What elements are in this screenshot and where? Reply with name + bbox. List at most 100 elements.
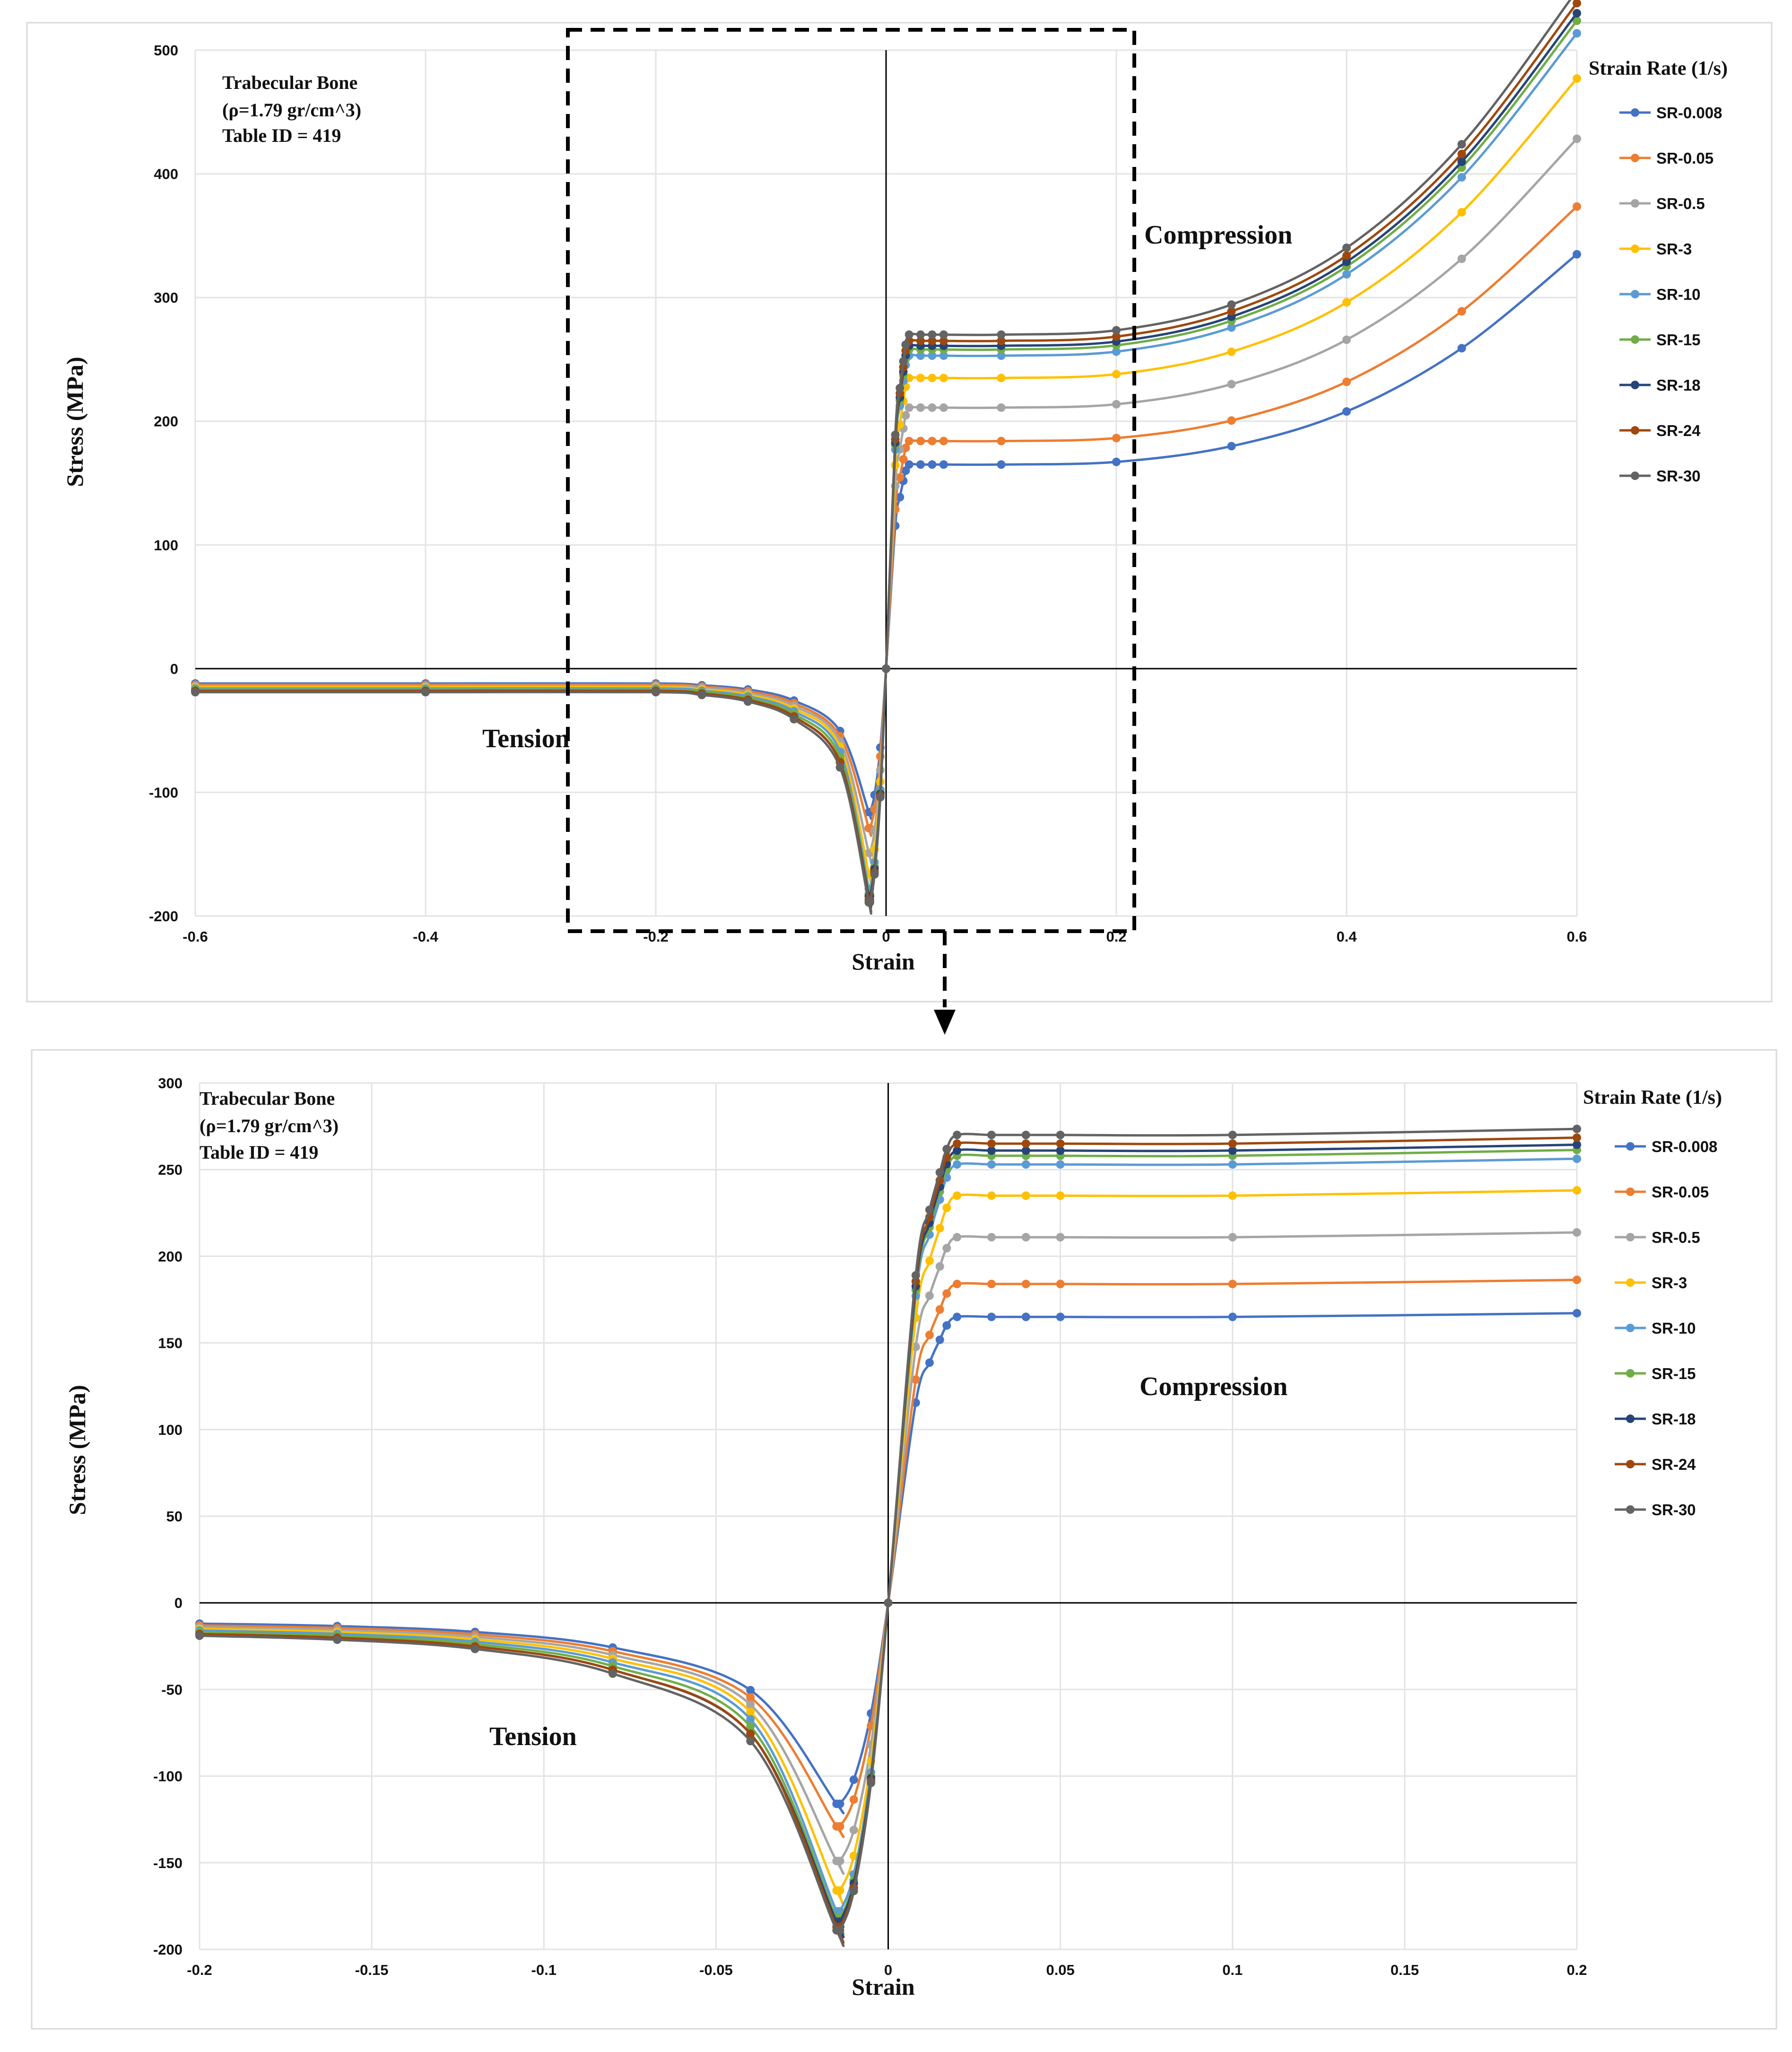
data-point <box>608 1669 617 1678</box>
data-point <box>997 460 1006 469</box>
x-tick-label: 0.2 <box>1566 1962 1587 1978</box>
data-point <box>1056 1312 1065 1321</box>
data-point <box>997 437 1006 445</box>
y-tick-label: 300 <box>158 1075 183 1091</box>
y-tick-label: 100 <box>154 537 178 553</box>
data-point <box>1573 1186 1581 1195</box>
series-SR-30 <box>191 0 1572 915</box>
data-point <box>835 1822 844 1831</box>
data-point <box>987 1160 996 1169</box>
y-axis-title: Stress (MPa) <box>64 1385 90 1515</box>
data-point <box>1457 140 1466 149</box>
legend-item-SR-15: SR-15 <box>1615 1365 1696 1382</box>
data-point <box>953 1280 962 1288</box>
legend-label: SR-0.008 <box>1652 1138 1717 1155</box>
data-point <box>421 688 430 697</box>
legend-label: SR-0.05 <box>1652 1183 1709 1201</box>
data-point <box>1021 1139 1030 1148</box>
data-point <box>1573 1228 1581 1237</box>
data-point <box>1227 416 1236 425</box>
legend-swatch-marker <box>1631 244 1639 253</box>
tension-label: Tension <box>489 1722 577 1751</box>
data-point <box>896 473 905 482</box>
y-tick-label: -50 <box>161 1681 183 1698</box>
data-point <box>1457 208 1466 217</box>
data-point <box>746 1737 755 1746</box>
data-point <box>1056 1139 1065 1148</box>
data-point <box>942 1321 951 1330</box>
data-point <box>1021 1160 1030 1169</box>
info-density: (ρ=1.79 gr/cm^3) <box>200 1115 339 1136</box>
data-point <box>1342 251 1351 260</box>
data-point <box>935 1224 944 1232</box>
x-tick-label: -0.4 <box>413 928 438 945</box>
y-tick-label: 0 <box>174 1595 183 1611</box>
data-point <box>470 1644 479 1653</box>
legend-swatch-marker <box>1631 472 1639 480</box>
legend-swatch-marker <box>1631 154 1639 162</box>
legend-item-SR-10: SR-10 <box>1615 1319 1696 1337</box>
x-tick-label: 0.15 <box>1391 1962 1419 1978</box>
data-point <box>835 1926 844 1935</box>
data-point <box>867 1779 876 1788</box>
x-tick-label: 0.1 <box>1222 1962 1243 1978</box>
data-point <box>928 330 937 339</box>
data-point <box>987 1312 996 1321</box>
data-point <box>1227 442 1236 451</box>
data-point <box>997 351 1006 360</box>
legend-swatch-marker <box>1631 381 1639 389</box>
y-tick-label: 300 <box>154 289 178 306</box>
data-point <box>942 1289 951 1298</box>
data-point <box>911 1271 920 1280</box>
data-point <box>1112 326 1121 335</box>
legend-label: SR-10 <box>1656 286 1701 303</box>
series-lines <box>195 1125 1581 1947</box>
data-point <box>1573 1125 1581 1134</box>
data-point <box>1573 29 1581 38</box>
data-point <box>935 1336 944 1344</box>
data-point <box>1573 1309 1581 1318</box>
legend: SR-0.008 SR-0.05 SR-0.5 SR-3 SR-10 SR-15 SR-18… <box>1619 104 1722 485</box>
data-point <box>1112 332 1121 341</box>
data-point <box>835 1886 844 1895</box>
legend-item-SR-0.05: SR-0.05 <box>1615 1183 1709 1201</box>
data-point <box>939 437 948 445</box>
data-point <box>835 1857 844 1866</box>
y-tick-label: 200 <box>158 1248 183 1265</box>
data-point <box>790 715 799 724</box>
data-point <box>1112 434 1121 443</box>
data-point <box>935 1305 944 1314</box>
data-point <box>1112 457 1121 466</box>
legend-item-SR-18: SR-18 <box>1615 1410 1696 1428</box>
data-point <box>935 1262 944 1271</box>
data-point <box>928 351 937 360</box>
y-tick-label: 100 <box>158 1422 183 1438</box>
y-tick-label: -200 <box>153 1941 183 1958</box>
legend-item-SR-24: SR-24 <box>1619 422 1701 439</box>
data-point <box>928 336 937 345</box>
info-material: Trabecular Bone <box>200 1088 335 1109</box>
data-point <box>953 1146 962 1155</box>
data-point <box>1227 347 1236 356</box>
data-point <box>1021 1233 1030 1242</box>
x-tick-label: -0.05 <box>699 1962 733 1978</box>
data-point <box>916 460 925 469</box>
series-lines <box>191 0 1581 915</box>
y-tick-label: 50 <box>166 1508 183 1525</box>
data-point <box>1573 16 1581 25</box>
x-axis-title: Strain <box>852 948 915 975</box>
legend-swatch-marker <box>1626 1142 1635 1151</box>
x-tick-label: 0.6 <box>1566 928 1587 945</box>
data-point <box>939 403 948 412</box>
y-tick-label: -100 <box>153 1768 183 1785</box>
data-point <box>942 1144 951 1153</box>
data-point <box>1021 1191 1030 1200</box>
data-point <box>1457 307 1466 316</box>
data-point <box>916 330 925 339</box>
data-point <box>743 697 752 706</box>
data-point <box>953 1160 962 1169</box>
data-point <box>746 1729 755 1738</box>
data-point <box>849 1825 858 1834</box>
data-point <box>1227 380 1236 389</box>
series-SR-30 <box>195 1125 1581 1947</box>
